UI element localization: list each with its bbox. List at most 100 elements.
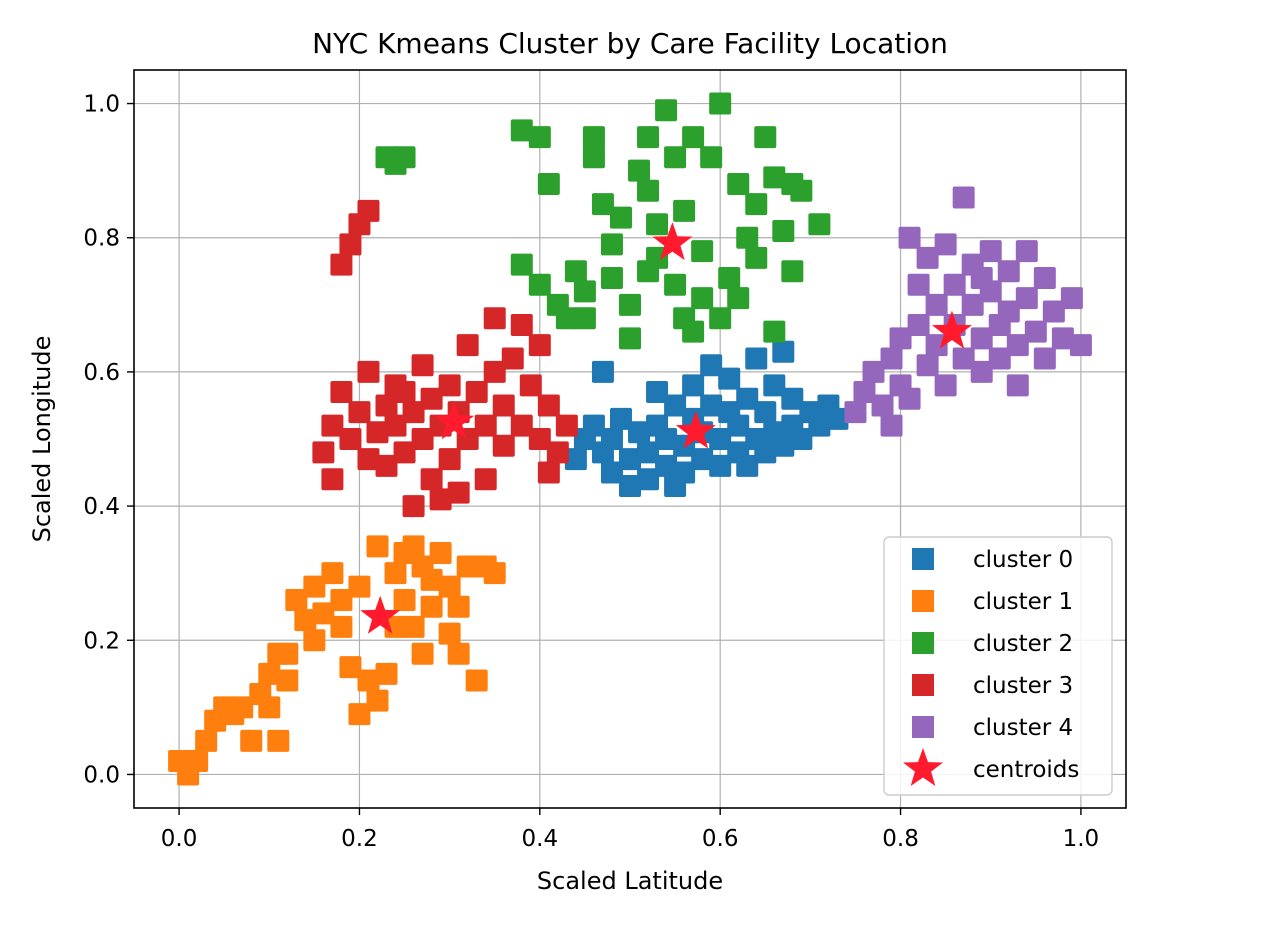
- data-point: [384, 615, 407, 638]
- data-point: [501, 347, 524, 370]
- data-point: [600, 428, 623, 450]
- data-point: [411, 354, 434, 377]
- data-point: [366, 421, 389, 444]
- y-tick-label: 0.2: [83, 628, 120, 654]
- data-point: [925, 334, 948, 357]
- data-point: [600, 461, 623, 484]
- data-point: [429, 542, 452, 565]
- data-point: [637, 179, 660, 202]
- data-point: [276, 669, 299, 692]
- data-point: [375, 662, 398, 685]
- data-point: [357, 199, 380, 222]
- data-point: [600, 233, 623, 256]
- data-point: [537, 461, 560, 484]
- data-point: [781, 387, 804, 410]
- x-tick-label: 0.2: [341, 826, 378, 852]
- data-point: [438, 622, 461, 645]
- data-point: [393, 146, 416, 169]
- data-point: [1015, 240, 1038, 263]
- data-point: [195, 729, 218, 752]
- points-layer: [168, 92, 1092, 786]
- data-point: [510, 313, 533, 336]
- data-point: [258, 662, 281, 685]
- legend-entry: cluster 2: [912, 631, 1073, 657]
- data-point: [312, 602, 335, 625]
- data-point: [1006, 334, 1029, 357]
- data-point: [709, 454, 732, 477]
- data-point: [655, 428, 678, 450]
- legend-entry: cluster 0: [912, 547, 1073, 573]
- legend-label: cluster 4: [973, 715, 1073, 741]
- data-point: [456, 555, 479, 578]
- series-cluster-2: [375, 92, 831, 350]
- legend-label: cluster 2: [973, 631, 1073, 657]
- data-point: [1033, 266, 1056, 289]
- data-point: [474, 468, 497, 491]
- data-point: [1006, 374, 1029, 397]
- data-point: [582, 126, 605, 149]
- data-point: [420, 387, 443, 410]
- data-point: [673, 199, 696, 222]
- data-point: [231, 696, 254, 719]
- data-point: [528, 126, 551, 149]
- data-point: [330, 589, 353, 612]
- data-point: [682, 374, 705, 397]
- data-point: [420, 568, 443, 591]
- legend-label: centroids: [973, 757, 1079, 783]
- data-point: [763, 320, 786, 343]
- legend-entry: centroids: [903, 748, 1079, 786]
- data-point: [555, 414, 578, 437]
- legend-entry: cluster 3: [912, 673, 1073, 699]
- legend-box: [883, 536, 1113, 796]
- data-point: [510, 119, 533, 142]
- data-point: [979, 240, 1002, 263]
- data-point: [772, 220, 795, 243]
- data-point: [844, 401, 867, 424]
- x-tick-label: 1.0: [1063, 826, 1100, 852]
- data-point: [357, 448, 380, 471]
- data-point: [619, 293, 641, 316]
- series-cluster-4: [844, 186, 1092, 437]
- data-point: [420, 468, 443, 491]
- data-point: [736, 226, 759, 249]
- data-point: [700, 354, 723, 377]
- data-point: [339, 428, 362, 450]
- chart-title: NYC Kmeans Cluster by Care Facility Loca…: [312, 27, 948, 60]
- data-point: [492, 434, 515, 457]
- data-point: [240, 729, 263, 752]
- data-point: [609, 407, 632, 430]
- data-point: [1051, 327, 1074, 350]
- data-point: [619, 474, 641, 497]
- y-tick-label: 0.4: [83, 494, 120, 520]
- data-point: [573, 280, 596, 303]
- series-cluster-3: [312, 199, 578, 518]
- legend-swatch: [912, 716, 934, 738]
- data-point: [555, 307, 578, 330]
- data-point: [348, 575, 371, 598]
- data-point: [772, 434, 795, 457]
- data-point: [808, 213, 831, 236]
- data-point: [276, 642, 299, 665]
- data-point: [483, 307, 506, 330]
- data-point: [375, 454, 398, 477]
- data-point: [655, 454, 678, 477]
- data-point: [862, 360, 885, 383]
- data-point: [961, 293, 984, 316]
- data-point: [411, 642, 434, 665]
- data-point: [591, 360, 614, 383]
- data-point: [889, 327, 912, 350]
- data-point: [970, 266, 993, 289]
- data-point: [411, 428, 434, 450]
- data-point: [664, 474, 687, 497]
- data-point: [709, 92, 732, 115]
- y-axis-label: Scaled Longitude: [28, 336, 56, 543]
- data-point: [997, 300, 1020, 323]
- data-point: [637, 260, 660, 283]
- data-point: [763, 374, 786, 397]
- data-point: [637, 441, 660, 464]
- legend-swatch: [912, 632, 934, 654]
- data-point: [384, 562, 407, 585]
- data-point: [294, 609, 317, 632]
- data-point: [366, 689, 389, 712]
- series-cluster-1: [168, 535, 506, 786]
